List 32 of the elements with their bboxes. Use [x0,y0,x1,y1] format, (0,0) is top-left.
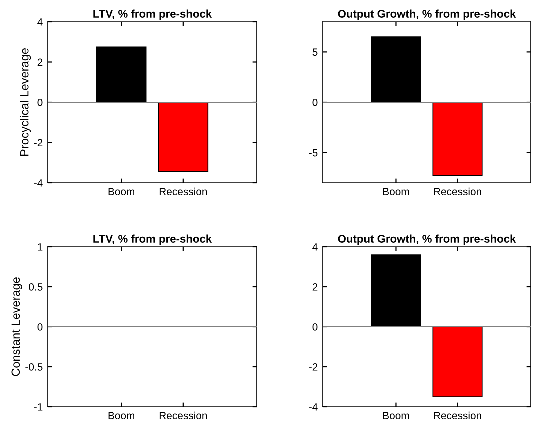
chart-title: Output Growth, % from pre-shock [338,234,516,246]
x-tick-label: Boom [383,412,410,420]
y-axis-title: Procyclical Leverage [20,48,32,156]
y-tick-label: 4 [312,244,318,251]
chart-title: LTV, % from pre-shock [94,10,212,20]
chart-title: LTV, % from pre-shock [94,234,212,246]
y-tick-label: 0 [312,99,318,106]
y-tick-label: 0 [38,324,43,331]
y-tick-label: -2 [309,364,318,371]
x-tick-label: Recession [160,412,208,420]
x-tick-label: Recession [434,188,482,196]
x-tick-label: Recession [434,412,482,420]
y-tick-label: 1 [38,244,43,251]
x-tick-label: Recession [160,188,208,196]
chart-title: Output Growth, % from pre-shock [338,10,516,20]
y-axis-title: Constant Leverage [12,278,22,376]
y-tick-label: 0 [312,324,318,331]
y-tick-label: 0.5 [29,284,43,291]
x-tick-label: Boom [383,188,410,196]
y-tick-label: -0.5 [26,364,43,371]
y-tick-label: -4 [34,180,43,187]
y-tick-label: -4 [309,404,318,411]
y-tick-label: -2 [34,139,43,147]
y-tick-label: -5 [309,149,318,157]
y-tick-label: 5 [312,48,318,56]
x-tick-label: Boom [108,188,134,196]
y-tick-label: 2 [312,284,318,291]
y-tick-label: -1 [34,404,43,411]
y-tick-label: 0 [38,99,43,106]
y-tick-label: 4 [38,18,43,26]
x-tick-label: Boom [108,412,134,420]
y-tick-label: 2 [38,58,43,66]
